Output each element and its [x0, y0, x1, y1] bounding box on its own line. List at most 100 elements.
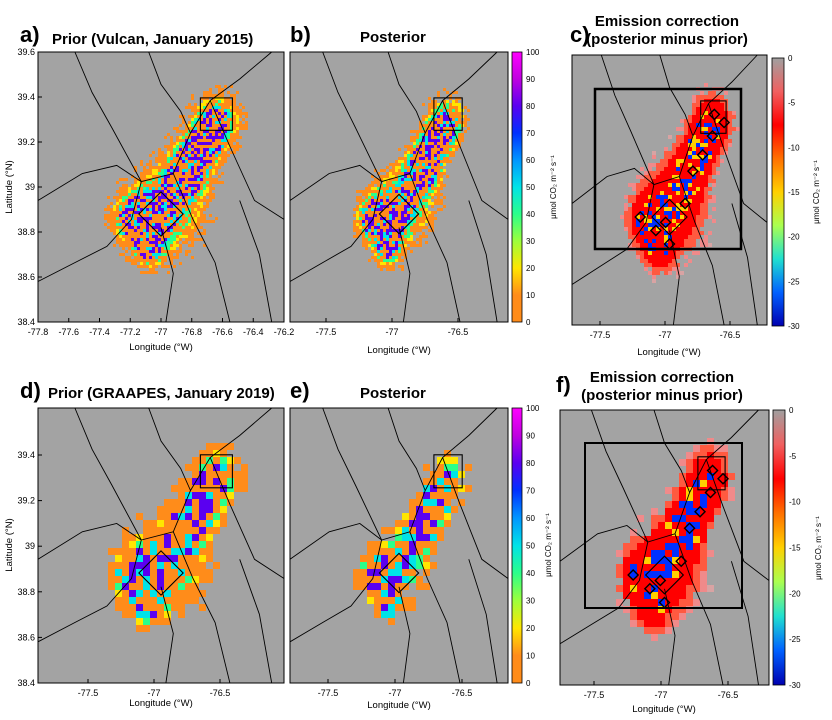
grid-cell-a-370: [149, 259, 152, 262]
grid-cell-d-126: [171, 534, 178, 541]
grid-cell-b-1031: [452, 133, 455, 136]
grid-cell-a-606: [170, 136, 173, 139]
grid-cell-e-65: [395, 604, 402, 611]
grid-cell-c-266: [668, 203, 672, 207]
grid-cell-a-886: [188, 202, 191, 205]
grid-cell-b-557: [410, 223, 413, 226]
grid-cell-a-1406: [233, 151, 236, 154]
grid-cell-b-90: [368, 232, 371, 235]
x-tick-label-c-0: -77.5: [590, 330, 611, 340]
grid-cell-a-392: [152, 214, 155, 217]
grid-cell-a-303: [146, 172, 149, 175]
grid-cell-a-479: [158, 238, 161, 241]
grid-cell-b-791: [428, 199, 431, 202]
grid-cell-f-65: [651, 571, 658, 578]
grid-cell-f-207: [700, 501, 707, 508]
grid-cell-f-33: [637, 564, 644, 571]
grid-cell-d-108: [164, 541, 171, 548]
grid-cell-b-205: [380, 247, 383, 250]
grid-cell-a-750: [179, 184, 182, 187]
grid-cell-b-196: [380, 220, 383, 223]
grid-cell-a-361: [149, 232, 152, 235]
colorbar-label-e: μmol CO₂ m⁻² s⁻¹: [544, 513, 553, 577]
grid-cell-c-314: [672, 263, 676, 267]
grid-cell-b-899: [437, 163, 440, 166]
grid-cell-a-211: [137, 205, 140, 208]
grid-cell-b-988: [446, 136, 449, 139]
panel-label-e: e): [290, 378, 310, 403]
y-tick-label-d-2: 39: [25, 541, 35, 551]
grid-cell-a-1207: [212, 103, 215, 106]
grid-cell-a-1093: [203, 127, 206, 130]
grid-cell-a-448: [155, 271, 158, 274]
grid-cell-b-300: [389, 229, 392, 232]
grid-cell-a-182: [134, 205, 137, 208]
grid-cell-e-152: [444, 485, 451, 492]
grid-cell-d-144: [178, 527, 185, 534]
grid-cell-f-13: [623, 606, 630, 613]
grid-cell-a-385: [152, 193, 155, 196]
grid-cell-b-1068: [458, 130, 461, 133]
grid-cell-e-148: [444, 457, 451, 464]
grid-cell-a-492: [161, 163, 164, 166]
grid-cell-b-18: [356, 229, 359, 232]
grid-cell-a-1372: [230, 103, 233, 106]
grid-cell-d-129: [171, 555, 178, 562]
grid-cell-b-802: [431, 109, 434, 112]
grid-cell-b-3: [353, 223, 356, 226]
grid-cell-b-702: [422, 184, 425, 187]
grid-cell-a-1229: [212, 169, 215, 172]
grid-cell-b-491: [404, 250, 407, 253]
grid-cell-a-681: [173, 235, 176, 238]
grid-cell-a-787: [182, 163, 185, 166]
grid-cell-a-136: [128, 232, 131, 235]
grid-cell-a-197: [134, 250, 137, 253]
grid-cell-c-449: [688, 231, 692, 235]
grid-cell-b-650: [419, 157, 422, 160]
grid-cell-c-297: [672, 195, 676, 199]
grid-cell-a-818: [185, 136, 188, 139]
grid-cell-a-1182: [209, 142, 212, 145]
grid-cell-e-45: [388, 569, 395, 576]
grid-cell-c-374: [680, 215, 684, 219]
grid-cell-a-427: [155, 205, 158, 208]
grid-cell-b-241: [383, 256, 386, 259]
grid-cell-c-460: [692, 115, 696, 119]
grid-cell-b-846: [434, 115, 437, 118]
grid-cell-a-1123: [203, 229, 206, 232]
boundary-e-6: [398, 586, 411, 684]
grid-cell-c-354: [680, 135, 684, 139]
grid-cell-a-454: [158, 163, 161, 166]
grid-cell-a-525: [161, 262, 164, 265]
grid-cell-b-102: [371, 196, 374, 199]
grid-cell-a-396: [152, 226, 155, 229]
county-boundaries-a: [37, 51, 285, 323]
grid-cell-b-504: [407, 175, 410, 178]
grid-cell-a-992: [194, 229, 197, 232]
grid-cell-a-905: [191, 115, 194, 118]
grid-cell-f-129: [672, 606, 679, 613]
grid-cell-e-67: [402, 520, 409, 527]
grid-cell-b-158: [377, 199, 380, 202]
grid-cell-b-831: [431, 196, 434, 199]
grid-cell-f-193: [693, 557, 700, 564]
grid-cell-b-944: [440, 199, 443, 202]
grid-cell-a-359: [149, 226, 152, 229]
grid-cell-f-60: [651, 536, 658, 543]
grid-cell-c-128: [648, 251, 652, 255]
grid-cell-d-253: [220, 457, 227, 464]
grid-cell-d-20: [122, 569, 129, 576]
grid-cell-c-47: [636, 215, 640, 219]
grid-cell-a-405: [152, 253, 155, 256]
grid-cell-a-274: [143, 190, 146, 193]
grid-cell-c-668: [716, 119, 720, 123]
cbt-f-label-0: 0: [789, 406, 794, 415]
grid-cell-d-190: [192, 555, 199, 562]
grid-cell-d-166: [185, 534, 192, 541]
grid-cell-a-1420: [236, 145, 239, 148]
grid-cell-b-841: [434, 100, 437, 103]
grid-cell-c-376: [680, 223, 684, 227]
grid-cell-a-1253: [215, 139, 218, 142]
grid-cell-a-1077: [200, 220, 203, 223]
grid-cell-c-215: [660, 251, 664, 255]
